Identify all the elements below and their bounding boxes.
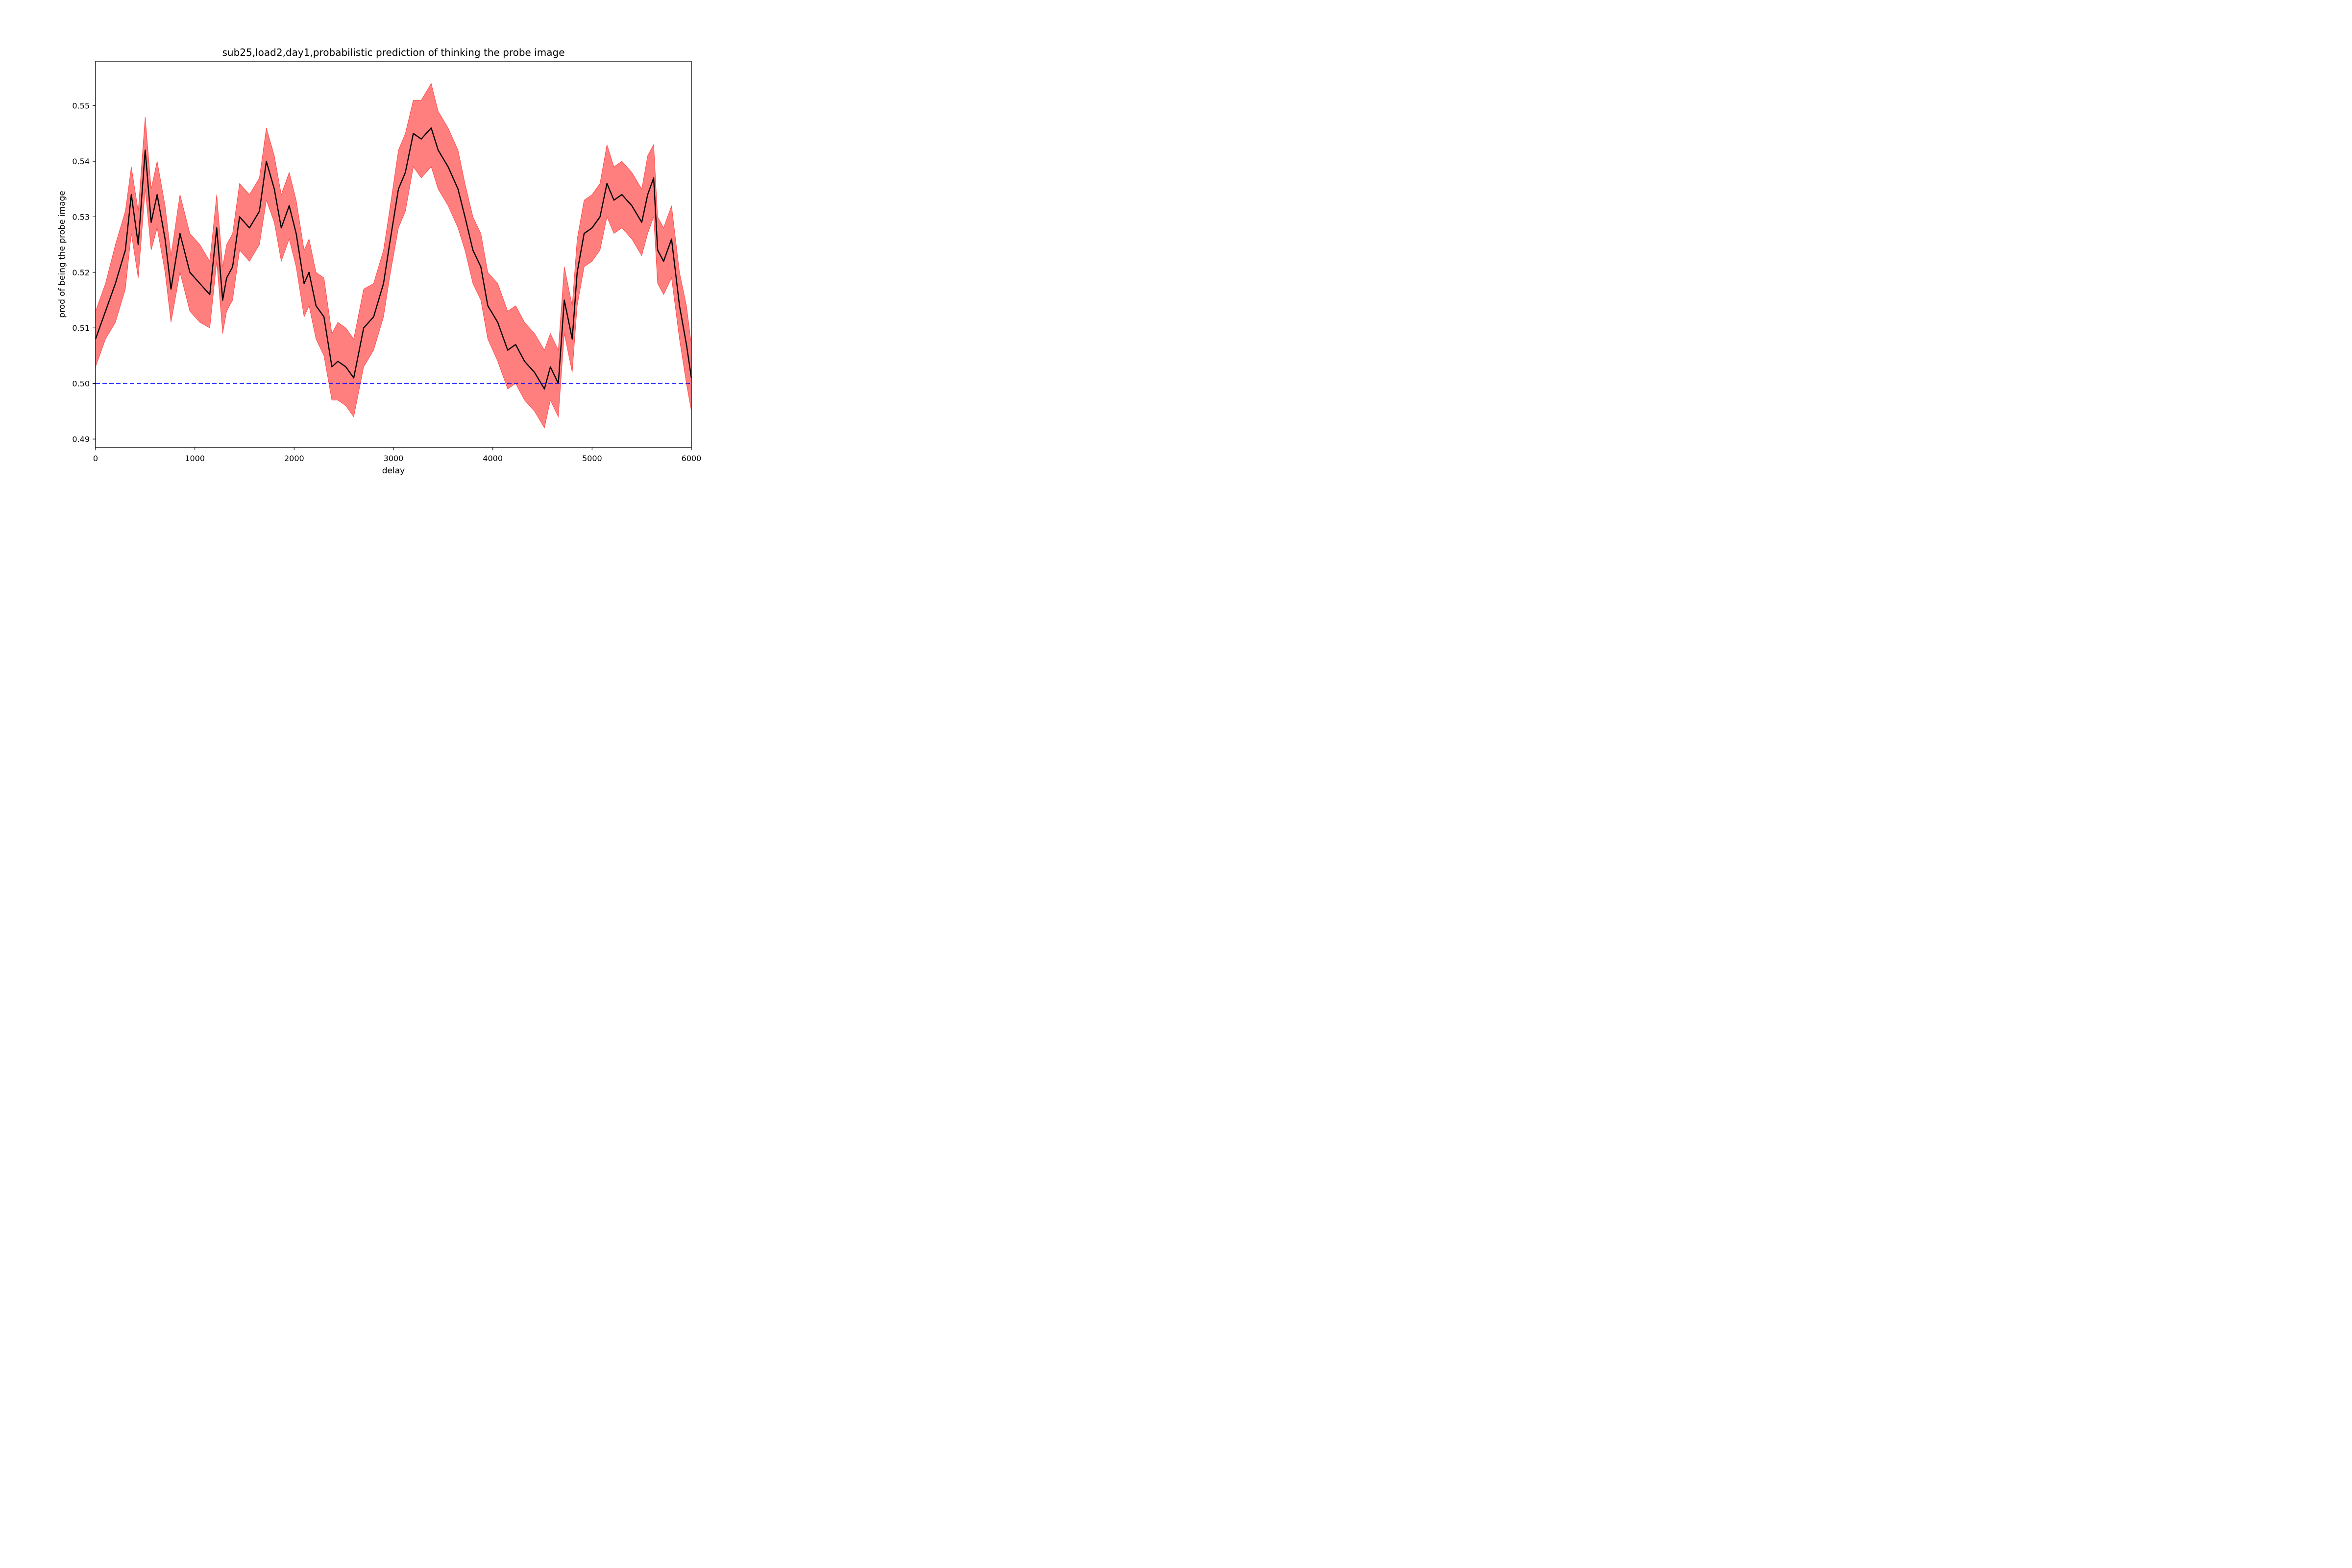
x-tick-label: 3000 (384, 454, 404, 463)
x-tick-label: 1000 (185, 454, 205, 463)
chart-svg: 0 1000 2000 3000 4000 5000 6000 0.490.500.510.… (57, 47, 701, 476)
x-tick-label: 6000 (682, 454, 702, 463)
x-tick-label: 2000 (284, 454, 304, 463)
y-tick-label: 0.51 (72, 323, 90, 333)
y-tick-label: 0.52 (72, 268, 90, 277)
y-axis-label: prod of being the probe image (57, 191, 67, 318)
series-0-line (95, 127, 692, 390)
x-axis-label: delay (382, 466, 405, 476)
y-tick-label: 0.50 (72, 379, 90, 389)
chart-title: sub25,load2,day1,probabilistic predictio… (222, 47, 565, 58)
y-tick-label: 0.54 (72, 157, 90, 166)
series-0-uncertainty-band (95, 83, 692, 429)
x-axis: 0 1000 2000 3000 4000 5000 6000 (93, 447, 701, 463)
y-tick-label: 0.55 (72, 101, 90, 111)
y-tick-label: 0.49 (72, 435, 90, 444)
x-tick-label: 4000 (483, 454, 503, 463)
x-tick-label: 0 (93, 454, 98, 463)
chart-figure: 0 1000 2000 3000 4000 5000 6000 0.49 0.50 0.51 0.… (0, 0, 757, 507)
x-tick-label: 5000 (582, 454, 602, 463)
y-axis: 0.49 0.50 0.51 0.52 0.53 0.54 0.55 (72, 101, 96, 444)
plot-content (95, 83, 692, 429)
y-tick-label: 0.53 (72, 212, 90, 221)
